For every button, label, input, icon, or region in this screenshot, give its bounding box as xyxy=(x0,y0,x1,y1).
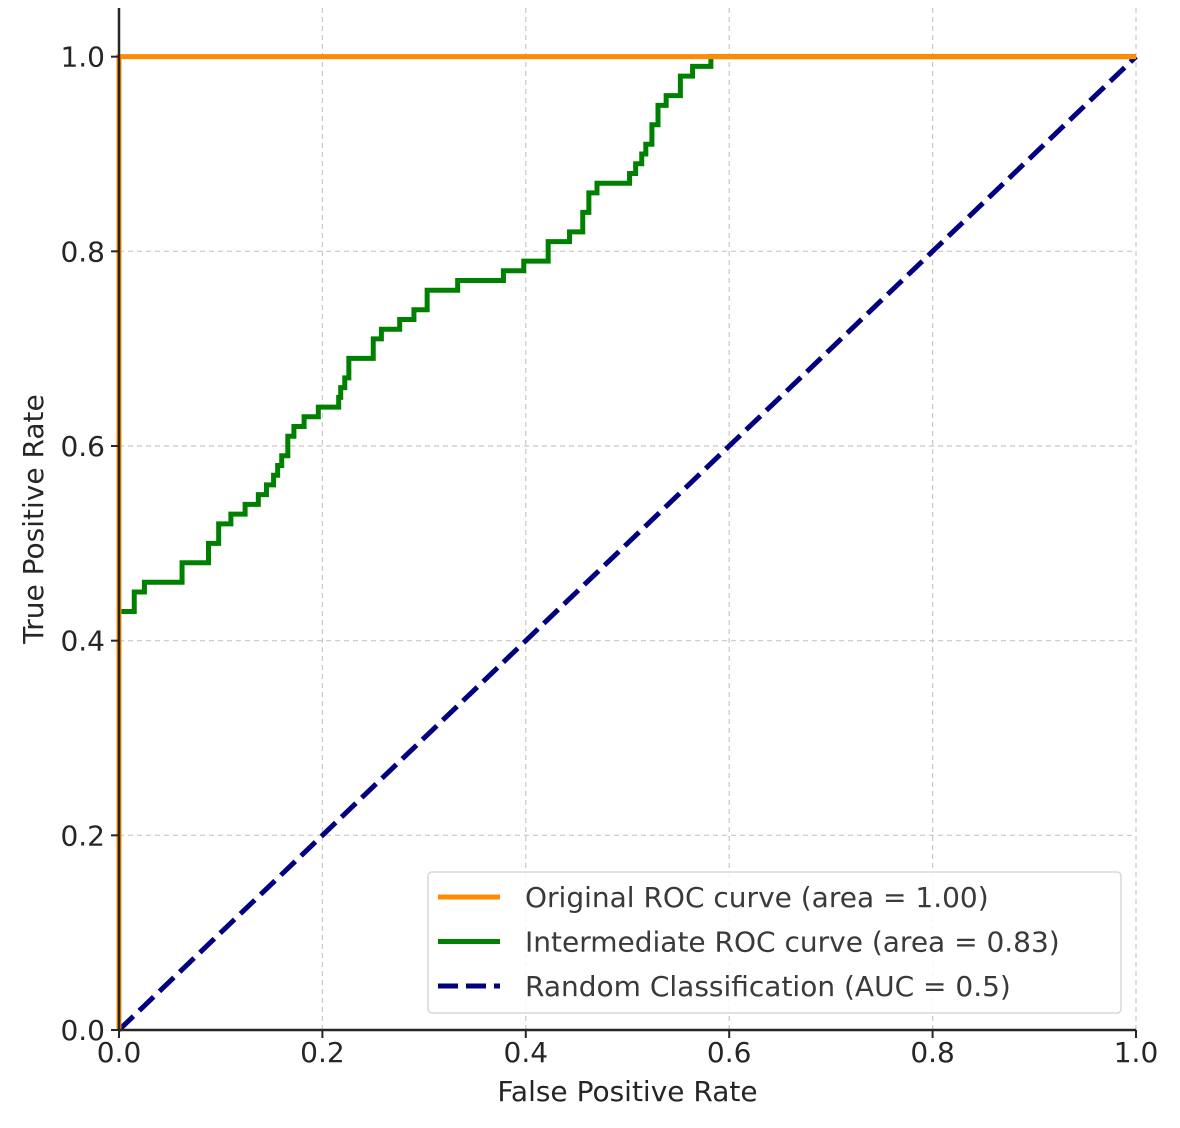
axes-layer xyxy=(117,8,1136,1032)
y-tick-label: 0.6 xyxy=(60,430,105,463)
x-tick-label: 0.6 xyxy=(707,1036,752,1069)
series-line-2 xyxy=(117,54,1138,1032)
y-axis-label: True Positive Rate xyxy=(17,394,50,644)
x-axis-label: False Positive Rate xyxy=(497,1075,757,1108)
x-tick-label: 0.4 xyxy=(504,1036,549,1069)
legend-label-2: Random Classification (AUC = 0.5) xyxy=(525,970,1011,1003)
y-tick-label: 0.0 xyxy=(60,1014,105,1047)
x-tick-label: 0.2 xyxy=(300,1036,345,1069)
y-tick-label: 0.4 xyxy=(60,625,105,658)
y-ticks: 0.0 0.2 0.4 0.6 0.8 1.0 xyxy=(60,41,119,1047)
x-ticks: 0.0 0.2 0.4 0.6 0.8 1.0 xyxy=(97,1030,1159,1069)
y-tick-label: 0.2 xyxy=(60,819,105,852)
legend: Original ROC curve (area = 1.00) Intermed… xyxy=(427,871,1122,1014)
y-tick-label: 1.0 xyxy=(60,41,105,74)
x-tick-label: 1.0 xyxy=(1114,1036,1159,1069)
series-line-1 xyxy=(116,54,1136,1030)
y-tick-label: 0.8 xyxy=(60,235,105,268)
legend-label-1: Intermediate ROC curve (area = 0.83) xyxy=(525,926,1060,959)
x-tick-label: 0.0 xyxy=(97,1036,142,1069)
legend-label-0: Original ROC curve (area = 1.00) xyxy=(525,881,989,914)
legend-box xyxy=(427,871,1122,1014)
x-tick-label: 0.8 xyxy=(910,1036,955,1069)
